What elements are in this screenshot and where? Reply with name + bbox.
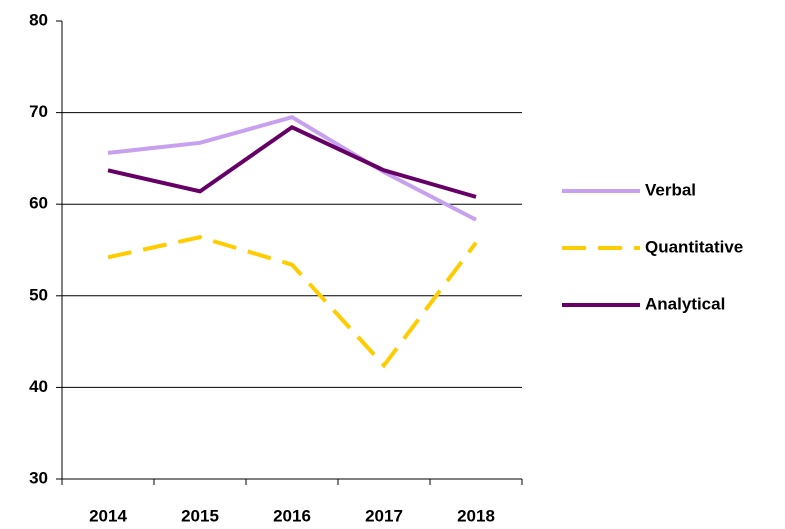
legend-label: Verbal	[645, 180, 696, 199]
x-tick-label: 2017	[365, 506, 403, 525]
y-tick-label: 30	[29, 468, 48, 487]
legend-label: Quantitative	[645, 237, 743, 256]
line	[107, 235, 478, 369]
line	[107, 124, 477, 199]
x-tick-label: 2014	[89, 506, 127, 525]
y-tick-label: 40	[29, 377, 48, 396]
x-tick-label: 2015	[181, 506, 219, 525]
y-tick-label: 50	[29, 285, 48, 304]
x-tick-label: 2018	[457, 506, 495, 525]
x-tick-label: 2016	[273, 506, 311, 525]
legend-label: Analytical	[645, 294, 725, 313]
y-tick-label: 60	[29, 194, 48, 213]
line	[107, 115, 477, 222]
y-tick-label: 70	[29, 102, 48, 121]
y-tick-label: 80	[29, 10, 48, 29]
